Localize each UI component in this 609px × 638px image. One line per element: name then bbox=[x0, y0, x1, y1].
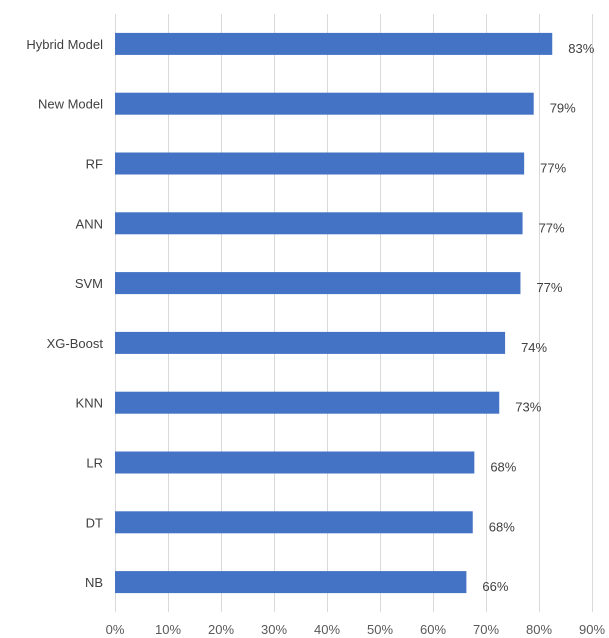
data-label: 74% bbox=[521, 340, 547, 355]
x-tick-label: 80% bbox=[526, 622, 552, 637]
data-label: 77% bbox=[539, 220, 565, 235]
bars bbox=[115, 32, 553, 594]
data-label: 79% bbox=[550, 101, 576, 116]
category-label: NB bbox=[85, 575, 103, 590]
data-label: 73% bbox=[515, 400, 541, 415]
x-tick-label: 30% bbox=[261, 622, 287, 637]
data-label: 83% bbox=[568, 41, 594, 56]
bar bbox=[115, 272, 521, 295]
bar bbox=[115, 92, 534, 115]
bar bbox=[115, 152, 525, 175]
category-label: LR bbox=[86, 456, 103, 471]
category-label: DT bbox=[86, 515, 103, 530]
x-tick-label: 40% bbox=[314, 622, 340, 637]
x-axis-tick-labels: 0% 10% 20% 30% 40% 50% 60% 70% 80% 90% bbox=[106, 622, 606, 637]
data-label: 77% bbox=[536, 280, 562, 295]
bar bbox=[115, 571, 467, 594]
data-label: 68% bbox=[490, 460, 516, 475]
category-label: ANN bbox=[76, 216, 103, 231]
category-label: XG-Boost bbox=[47, 336, 104, 351]
data-labels: 83% 79% 77% 77% 77% 74% 73% 68% 68% 66% bbox=[482, 41, 594, 594]
x-tick-label: 10% bbox=[155, 622, 181, 637]
bar bbox=[115, 32, 553, 55]
data-label: 77% bbox=[540, 161, 566, 176]
x-tick-label: 90% bbox=[579, 622, 605, 637]
bar bbox=[115, 511, 473, 534]
category-label: New Model bbox=[38, 97, 103, 112]
x-tick-label: 70% bbox=[473, 622, 499, 637]
x-tick-label: 50% bbox=[367, 622, 393, 637]
bar bbox=[115, 212, 523, 235]
x-tick-label: 0% bbox=[106, 622, 125, 637]
data-label: 66% bbox=[482, 579, 508, 594]
x-tick-label: 20% bbox=[208, 622, 234, 637]
category-label: KNN bbox=[76, 396, 103, 411]
bar bbox=[115, 451, 475, 474]
category-labels: Hybrid Model New Model RF ANN SVM XG-Boost KNN… bbox=[26, 37, 103, 590]
data-label: 68% bbox=[489, 519, 515, 534]
bar bbox=[115, 391, 500, 414]
category-label: RF bbox=[86, 157, 103, 172]
category-label: Hybrid Model bbox=[26, 37, 103, 52]
x-tick-label: 60% bbox=[420, 622, 446, 637]
bar bbox=[115, 331, 506, 354]
category-label: SVM bbox=[75, 276, 103, 291]
